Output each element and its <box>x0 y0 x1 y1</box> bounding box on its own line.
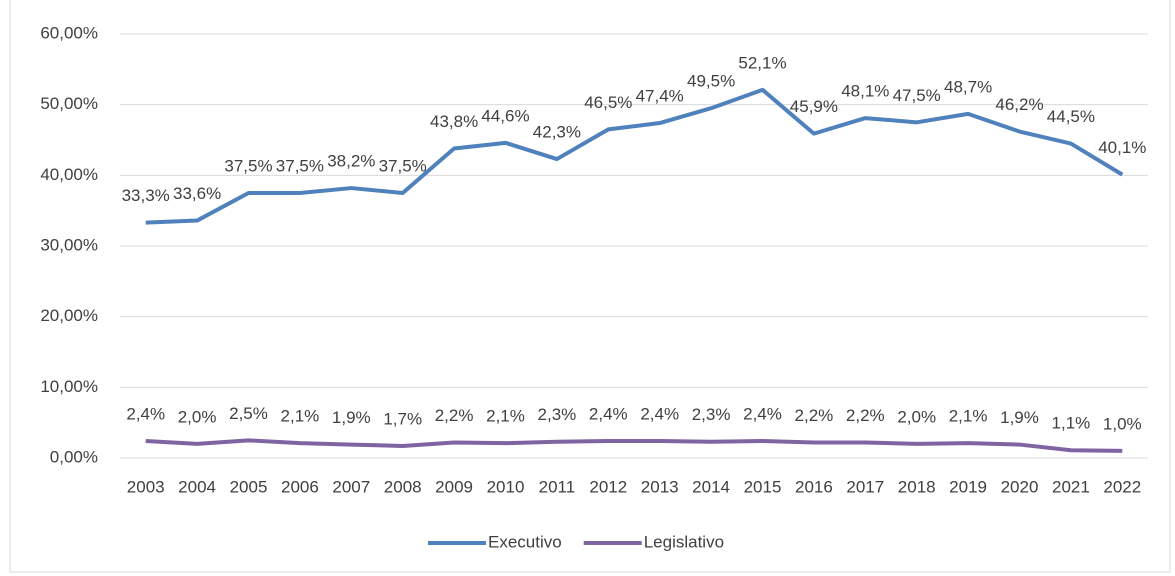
data-label: 43,8% <box>430 112 478 131</box>
x-tick-label: 2009 <box>435 477 473 496</box>
data-label: 37,5% <box>224 156 272 175</box>
data-label: 1,0% <box>1103 414 1142 433</box>
data-label: 47,5% <box>893 86 941 105</box>
data-label: 42,3% <box>533 123 581 142</box>
data-label: 47,4% <box>636 87 684 106</box>
chart-border <box>9 0 1171 573</box>
data-label: 2,5% <box>229 404 268 423</box>
data-label: 44,6% <box>481 106 529 125</box>
data-label: 44,5% <box>1047 107 1095 126</box>
series-line <box>145 438 1123 453</box>
data-label: 38,2% <box>327 152 375 171</box>
legend-label: Executivo <box>488 532 562 551</box>
data-label: 2,3% <box>538 405 577 424</box>
data-label: 2,1% <box>486 407 525 426</box>
legend-label: Legislativo <box>644 532 724 551</box>
x-tick-label: 2005 <box>230 477 268 496</box>
x-tick-label: 2004 <box>178 477 216 496</box>
data-label: 2,1% <box>281 407 320 426</box>
data-label: 2,4% <box>640 405 679 424</box>
x-tick-label: 2007 <box>332 477 370 496</box>
y-tick-label: 30,00% <box>40 235 98 254</box>
data-label: 2,2% <box>846 406 885 425</box>
data-label: 2,4% <box>743 405 782 424</box>
data-label: 48,7% <box>944 77 992 96</box>
data-label: 2,1% <box>949 407 988 426</box>
data-label: 1,9% <box>332 408 371 427</box>
x-tick-label: 2012 <box>589 477 627 496</box>
x-tick-label: 2010 <box>487 477 525 496</box>
data-label: 46,2% <box>995 95 1043 114</box>
x-tick-label: 2018 <box>898 477 936 496</box>
x-tick-label: 2008 <box>384 477 422 496</box>
x-tick-label: 2003 <box>127 477 165 496</box>
data-label: 2,0% <box>897 407 936 426</box>
data-label: 33,6% <box>173 184 221 203</box>
data-label: 2,2% <box>435 406 474 425</box>
x-tick-label: 2013 <box>641 477 679 496</box>
data-label: 2,4% <box>589 405 628 424</box>
data-label: 48,1% <box>841 82 889 101</box>
data-label: 2,3% <box>692 405 731 424</box>
x-tick-label: 2019 <box>949 477 987 496</box>
x-tick-label: 2017 <box>846 477 884 496</box>
x-tick-label: 2022 <box>1103 477 1141 496</box>
y-tick-label: 20,00% <box>40 306 98 325</box>
data-label: 2,2% <box>795 406 834 425</box>
series-line <box>145 87 1124 225</box>
data-label: 1,1% <box>1052 414 1091 433</box>
data-label: 2,0% <box>178 407 217 426</box>
data-label: 40,1% <box>1098 138 1146 157</box>
x-tick-label: 2021 <box>1052 477 1090 496</box>
data-label: 37,5% <box>379 156 427 175</box>
data-label: 37,5% <box>276 156 324 175</box>
data-label: 2,4% <box>126 405 165 424</box>
x-tick-label: 2011 <box>539 477 576 496</box>
data-label: 45,9% <box>790 97 838 116</box>
y-tick-label: 50,00% <box>40 94 98 113</box>
x-tick-label: 2016 <box>795 477 833 496</box>
x-tick-label: 2006 <box>281 477 319 496</box>
data-label: 1,7% <box>383 409 422 428</box>
x-tick-label: 2014 <box>692 477 730 496</box>
y-tick-label: 10,00% <box>40 377 98 396</box>
data-label: 49,5% <box>687 72 735 91</box>
y-tick-label: 0,00% <box>50 447 98 466</box>
y-tick-label: 60,00% <box>40 23 98 42</box>
data-label: 33,3% <box>122 186 170 205</box>
y-tick-label: 40,00% <box>40 165 98 184</box>
data-label: 1,9% <box>1000 408 1039 427</box>
data-label: 46,5% <box>584 93 632 112</box>
x-tick-label: 2020 <box>1001 477 1039 496</box>
data-label: 52,1% <box>738 53 786 72</box>
x-tick-label: 2015 <box>744 477 782 496</box>
